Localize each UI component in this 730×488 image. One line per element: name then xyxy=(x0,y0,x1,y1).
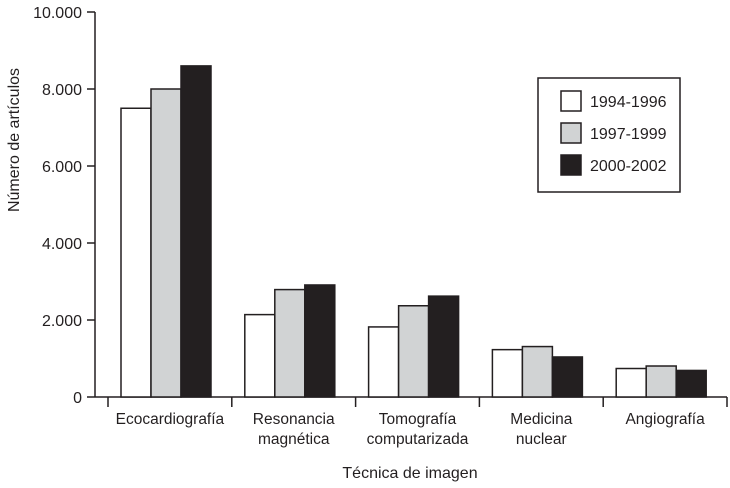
legend-swatch xyxy=(560,154,582,176)
bar-1994-1996 xyxy=(367,326,400,398)
legend: 1994-1996 1997-1999 2000-2002 xyxy=(537,77,681,193)
bar-2000-2002 xyxy=(180,65,212,398)
bar-1994-1996 xyxy=(120,107,152,398)
bar-2000-2002 xyxy=(304,284,336,398)
x-tick-label: Angiografía xyxy=(625,411,705,428)
legend-swatch xyxy=(560,90,582,112)
bar-2000-2002 xyxy=(551,356,584,398)
bar-1997-1999 xyxy=(397,305,430,398)
legend-label: 2000-2002 xyxy=(590,158,667,175)
x-tick-label: nuclear xyxy=(516,431,567,448)
bar-1994-1996 xyxy=(491,348,524,398)
x-tick-label: Ecocardiografía xyxy=(116,411,225,428)
bar-1994-1996 xyxy=(615,367,647,398)
bar-1997-1999 xyxy=(274,288,306,398)
x-tick-label: Medicina xyxy=(510,411,572,428)
y-tick-label: 2.000 xyxy=(42,313,82,330)
bar-1997-1999 xyxy=(521,345,554,398)
y-axis-label: Número de artículos xyxy=(6,68,23,212)
bar-1994-1996 xyxy=(244,313,276,398)
bar-2000-2002 xyxy=(675,369,707,398)
legend-label: 1994-1996 xyxy=(590,94,667,111)
y-tick-label: 4.000 xyxy=(42,236,82,253)
bar-2000-2002 xyxy=(427,295,460,398)
x-tick-label: Tomografía xyxy=(379,411,457,428)
legend-label: 1997-1999 xyxy=(590,126,667,143)
y-tick-label: 10.000 xyxy=(33,5,82,22)
x-tick-label: magnética xyxy=(258,431,330,448)
y-tick-label: 8.000 xyxy=(42,82,82,99)
legend-swatch xyxy=(560,122,582,144)
bar-1997-1999 xyxy=(150,88,182,398)
x-axis-label: Técnica de imagen xyxy=(342,465,477,482)
bar-1997-1999 xyxy=(645,365,677,398)
x-tick-label: Resonancia xyxy=(253,411,335,428)
y-tick-label: 0 xyxy=(73,390,82,407)
x-tick-label: computarizada xyxy=(367,431,469,448)
y-tick-label: 6.000 xyxy=(42,159,82,176)
